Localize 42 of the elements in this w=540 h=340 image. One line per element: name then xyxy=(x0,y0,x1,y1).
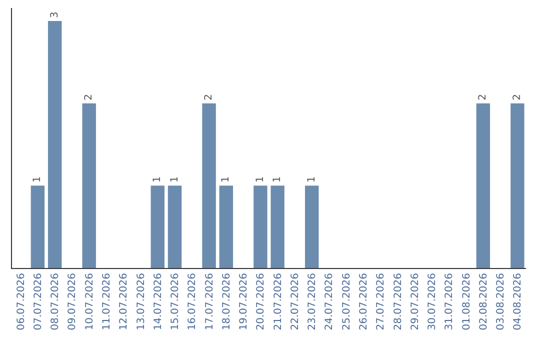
x-tick-label: 07.07.2026 xyxy=(32,273,44,330)
data-label: 2 xyxy=(204,94,215,100)
x-tick-label: 02.08.2026 xyxy=(478,273,490,330)
data-label: 2 xyxy=(512,94,523,100)
x-tick-label: 06.07.2026 xyxy=(16,273,27,330)
x-tick-label: 29.07.2026 xyxy=(410,273,421,330)
x-tick-label: 03.08.2026 xyxy=(496,273,507,330)
data-label: 3 xyxy=(49,12,60,18)
x-tick-label: 04.08.2026 xyxy=(512,273,524,330)
x-tick-label: 30.07.2026 xyxy=(427,273,438,330)
x-tick-label: 15.07.2026 xyxy=(170,273,182,330)
x-tick-label: 31.07.2026 xyxy=(444,273,456,330)
x-tick-label: 08.07.2026 xyxy=(50,273,62,330)
x-tick-label: 14.07.2026 xyxy=(152,273,164,330)
x-tick-label: 22.07.2026 xyxy=(290,273,301,330)
data-label: 1 xyxy=(152,176,164,183)
x-tick-label: 17.07.2026 xyxy=(204,273,216,330)
x-tick-label: 11.07.2026 xyxy=(101,273,112,330)
x-tick-label: 10.07.2026 xyxy=(84,273,96,330)
data-label: 1 xyxy=(32,176,44,183)
x-tick-label: 12.07.2026 xyxy=(118,273,130,330)
x-tick-label: 27.07.2026 xyxy=(376,273,387,330)
data-label: 1 xyxy=(169,176,180,183)
data-label: 1 xyxy=(272,176,284,183)
x-tick-label: 19.07.2026 xyxy=(238,273,250,330)
x-tick-label: 16.07.2026 xyxy=(187,273,198,330)
x-tick-label: 28.07.2026 xyxy=(392,273,404,330)
data-label: 1 xyxy=(254,176,266,183)
x-tick-label: 25.07.2026 xyxy=(341,273,352,330)
data-label: 1 xyxy=(306,176,318,183)
data-label: 2 xyxy=(84,94,95,100)
data-label: 2 xyxy=(478,94,489,100)
x-tick-label: 20.07.2026 xyxy=(256,273,267,330)
data-label: 1 xyxy=(220,176,232,183)
x-tick-label: 24.07.2026 xyxy=(324,273,336,330)
x-tick-label: 21.07.2026 xyxy=(272,273,284,330)
x-tick-label: 23.07.2026 xyxy=(307,273,318,330)
x-tick-label: 13.07.2026 xyxy=(136,273,147,330)
x-tick-label: 18.07.2026 xyxy=(221,273,232,330)
x-tick-label: 09.07.2026 xyxy=(67,273,78,330)
x-tick-label: 01.08.2026 xyxy=(461,273,472,330)
x-tick-label: 26.07.2026 xyxy=(358,273,370,330)
